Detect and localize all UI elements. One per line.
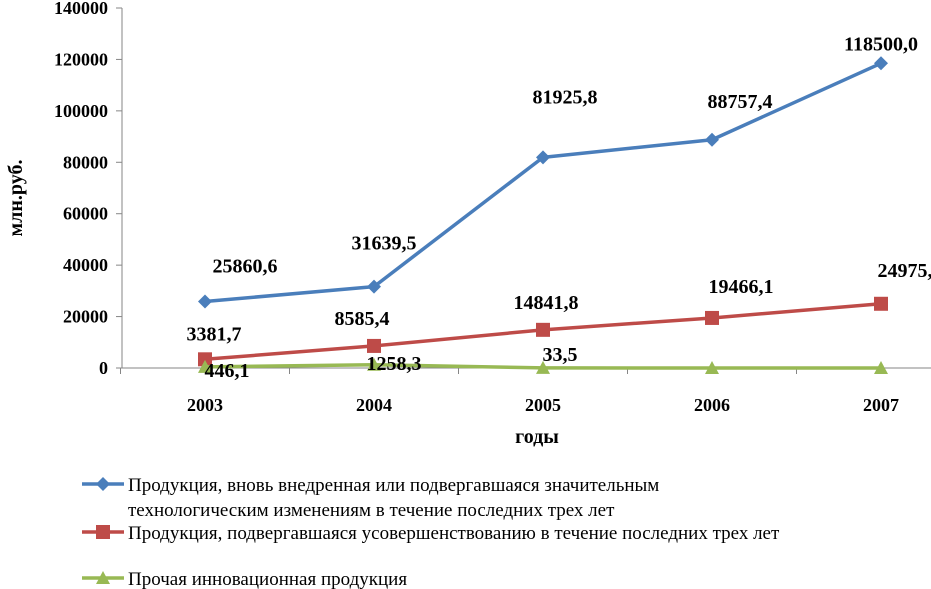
series-3-data-label: 446,1 (205, 360, 250, 382)
series-1-data-label: 118500,0 (844, 33, 918, 55)
series-1-marker (367, 279, 381, 294)
legend-label-1: технологическим изменениям в течение пос… (128, 500, 615, 521)
data-labels: 25860,6 31639,5 81925,8 88757,4 118500,0 3381… (187, 33, 931, 382)
y-tick-label: 0 (99, 358, 108, 378)
series-3-marker (198, 359, 212, 373)
legend-marker-3 (96, 571, 110, 584)
x-axis-title: годы (515, 426, 559, 448)
x-tick-label: 2003 (187, 395, 223, 415)
series-1-marker (536, 150, 550, 165)
series-1-marker (705, 132, 719, 147)
series-3-data-label: 1258,3 (367, 353, 422, 375)
series-3-marker (705, 361, 719, 374)
x-tick-label: 2004 (356, 395, 392, 415)
x-tick-label: 2007 (863, 395, 899, 415)
series-2-data-label: 19466,1 (709, 276, 774, 298)
y-axis-title: млн.руб. (5, 160, 27, 237)
y-tick-label: 120000 (54, 49, 108, 69)
series-1-marker (874, 56, 888, 71)
series-1-data-label: 31639,5 (352, 233, 417, 255)
series-3-data-label: 33,5 (543, 344, 578, 366)
series-2-marker (705, 310, 719, 325)
series-2-data-label: 14841,8 (514, 292, 579, 314)
series-3-marker (874, 361, 888, 374)
y-tick-label: 60000 (63, 204, 108, 224)
legend-marker-2 (96, 525, 110, 539)
series-3-marker (367, 357, 381, 371)
y-tick-label: 140000 (54, 0, 108, 18)
y-tick-label: 80000 (63, 152, 108, 172)
y-axis: 0 20000 40000 60000 80000 100000 120000 140000 (54, 0, 123, 378)
y-tick-label: 20000 (63, 307, 108, 327)
x-tick-label: 2005 (525, 395, 561, 415)
series-2-marker (198, 352, 212, 367)
series-2-data-label: 3381,7 (187, 323, 242, 345)
x-tick-label: 2006 (694, 395, 730, 415)
legend: Продукция, вновь внедренная или подверга… (82, 475, 780, 589)
series-1-data-label: 88757,4 (708, 91, 773, 113)
series-lines (198, 56, 888, 374)
legend-marker-1 (96, 477, 110, 491)
legend-label-1: Продукция, вновь внедренная или подверга… (128, 475, 659, 496)
series-2-marker (536, 322, 550, 337)
series-1-data-label: 81925,8 (533, 86, 598, 108)
series-2-data-label: 8585,4 (335, 308, 390, 330)
series-1-data-label: 25860,6 (213, 256, 278, 278)
series-1-marker (198, 294, 212, 309)
y-tick-label: 100000 (54, 101, 108, 121)
legend-label-2: Продукция, подвергавшаяся усовершенствов… (128, 523, 780, 544)
series-3-marker (536, 360, 550, 374)
series-2-marker (874, 296, 888, 311)
series-2-marker (367, 338, 381, 353)
series-2-data-label: 24975,0 (878, 260, 931, 282)
y-tick-label: 40000 (63, 255, 108, 275)
legend-label-3: Прочая инновационная продукция (128, 569, 407, 589)
